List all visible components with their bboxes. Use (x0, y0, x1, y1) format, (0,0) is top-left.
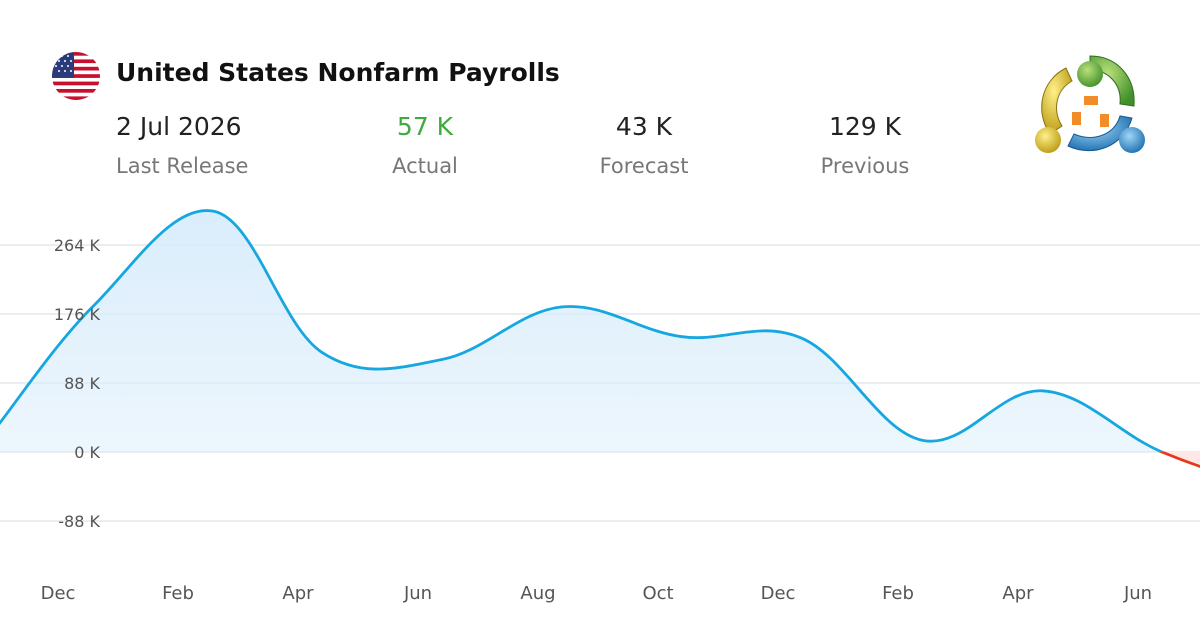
stat-last-release-label: Last Release (116, 154, 249, 178)
us-flag-icon (52, 52, 100, 100)
x-tick-label: Feb (162, 583, 194, 604)
x-tick-label: Oct (642, 583, 673, 604)
stat-actual: 57 K Actual (392, 112, 458, 178)
y-tick-label: -88 K (58, 512, 100, 531)
x-tick-label: Dec (761, 583, 796, 604)
x-tick-label: Apr (282, 583, 314, 604)
y-tick-label: 88 K (64, 374, 100, 393)
x-tick-label: Jun (403, 583, 432, 604)
stat-actual-value: 57 K (396, 112, 454, 141)
x-tick-label: Aug (520, 583, 555, 604)
stat-last-release-value: 2 Jul 2026 (116, 112, 242, 141)
stat-forecast: 43 K Forecast (600, 112, 689, 178)
y-tick-label: 176 K (54, 305, 101, 324)
metatrader-logo-icon (1028, 48, 1152, 164)
stat-forecast-label: Forecast (599, 154, 689, 178)
x-tick-label: Jun (1123, 583, 1152, 604)
stat-previous-value: 129 K (828, 112, 902, 141)
nonfarm-payrolls-chart: 264 K 176 K 88 K 0 K -88 K Dec Feb Apr Jun Aug Oc… (0, 209, 1200, 604)
x-tick-label: Dec (41, 583, 76, 604)
page-title: United States Nonfarm Payrolls (116, 58, 560, 87)
x-tick-label: Apr (1002, 583, 1034, 604)
series-line-positive (0, 209, 1166, 452)
positive-area (0, 210, 1200, 452)
stat-last-release: 2 Jul 2026 Last Release (116, 112, 248, 178)
x-tick-label: Feb (882, 583, 914, 604)
y-tick-label: 0 K (74, 443, 100, 462)
stat-previous: 129 K Previous (821, 112, 910, 178)
y-tick-label: 264 K (54, 236, 101, 255)
stat-previous-label: Previous (820, 154, 910, 178)
stat-actual-label: Actual (392, 154, 458, 178)
stat-forecast-value: 43 K (615, 112, 673, 141)
